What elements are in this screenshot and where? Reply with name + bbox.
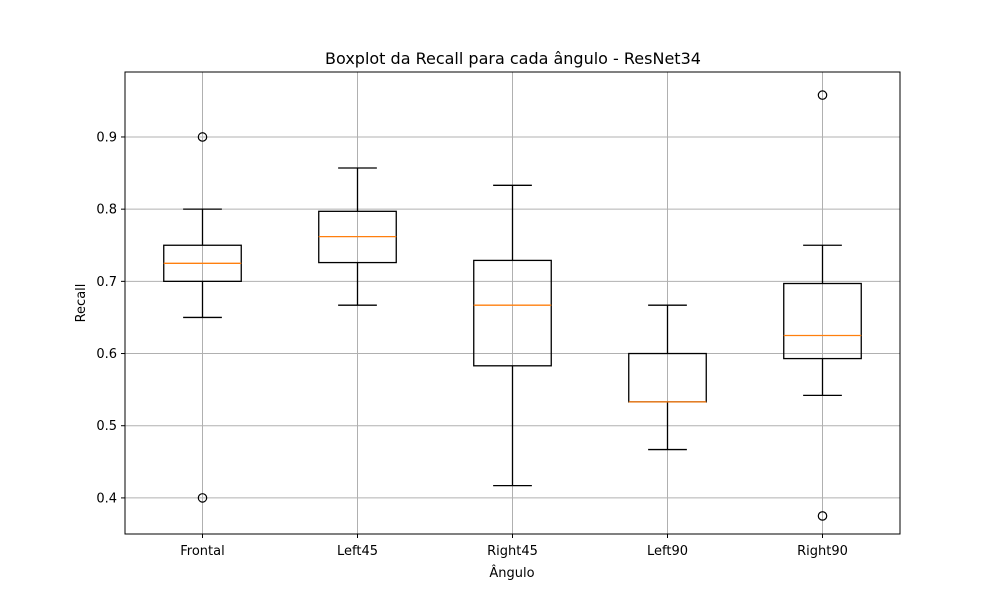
outlier-point bbox=[817, 90, 828, 100]
box-right90 bbox=[783, 90, 862, 521]
boxes bbox=[163, 90, 862, 521]
outlier-point bbox=[197, 132, 208, 142]
outlier-point bbox=[817, 511, 828, 521]
iqr-box bbox=[473, 259, 552, 367]
box-frontal bbox=[163, 132, 242, 503]
y-tick-label: 0.9 bbox=[96, 130, 117, 145]
x-tick-label: Left45 bbox=[337, 544, 378, 559]
outlier-point bbox=[197, 493, 208, 503]
x-tick-label: Right90 bbox=[797, 544, 848, 559]
x-tick-label: Left90 bbox=[647, 544, 688, 559]
iqr-box bbox=[783, 282, 862, 360]
box-left45 bbox=[318, 167, 397, 306]
chart-title: Boxplot da Recall para cada ângulo - Res… bbox=[325, 49, 701, 68]
box-left90 bbox=[628, 304, 707, 451]
x-tick-label: Frontal bbox=[180, 544, 224, 559]
x-tick-label: Right45 bbox=[487, 544, 538, 559]
y-tick-label: 0.6 bbox=[96, 347, 117, 362]
ticks: 0.4 0.5 0.6 0.7 0.8 0.9 Frontal Left45 Right45 Le… bbox=[96, 130, 848, 559]
plot-frame bbox=[124, 71, 901, 535]
y-tick-label: 0.4 bbox=[96, 491, 117, 506]
y-tick-label: 0.5 bbox=[96, 419, 117, 434]
y-tick-label: 0.8 bbox=[96, 203, 117, 218]
x-axis-label: Ângulo bbox=[489, 565, 534, 581]
y-tick-label: 0.7 bbox=[96, 275, 117, 290]
box-right45 bbox=[473, 184, 552, 487]
y-axis-label: Recall bbox=[74, 284, 89, 323]
